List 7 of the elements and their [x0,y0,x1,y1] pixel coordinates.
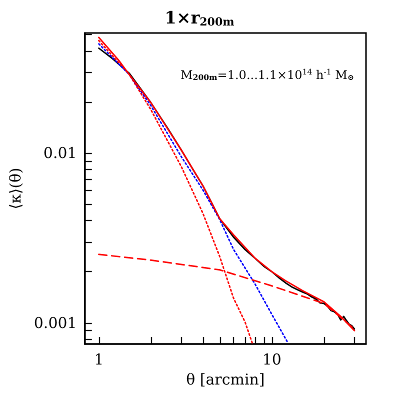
x-axis-title: θ [arcmin] [186,370,265,388]
y-tick-label: 0.001 [34,314,77,332]
y-tick-label: 0.01 [43,144,77,162]
x-tick-label: 1 [94,350,104,368]
x-tick-label: 10 [262,350,282,368]
y-axis-title: ⟨κ⟩(θ) [6,168,24,210]
chart-title: 1×r200m [164,8,235,29]
